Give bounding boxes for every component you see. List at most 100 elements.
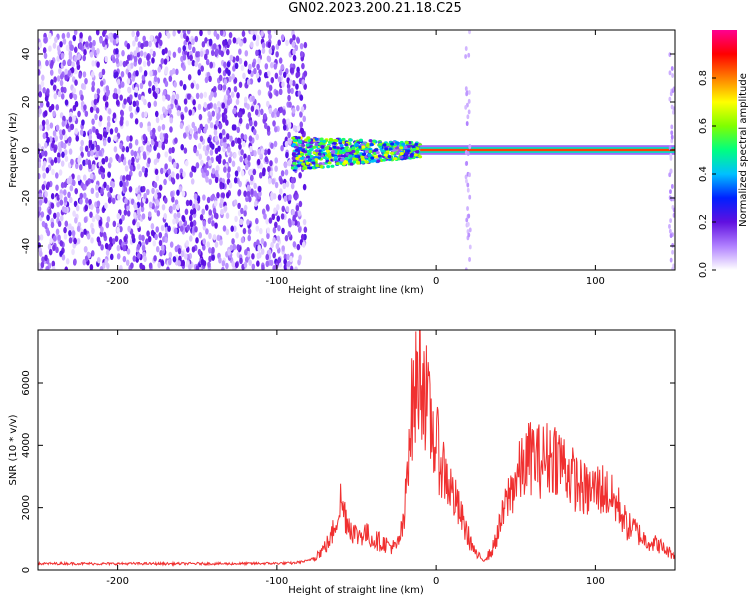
- heatmap-cell: [77, 53, 81, 60]
- heatmap-cell: [156, 210, 161, 217]
- heatmap-cell: [161, 123, 166, 131]
- heatmap-cell: [59, 73, 64, 80]
- heatmap-cell: [167, 50, 172, 57]
- heatmap-cell: [467, 52, 471, 58]
- heatmap-cell: [204, 149, 209, 157]
- heatmap-cell: [175, 68, 179, 76]
- heatmap-cell: [283, 253, 288, 261]
- heatmap-cell: [299, 50, 304, 58]
- heatmap-cell: [339, 144, 344, 148]
- heatmap-cell: [164, 132, 168, 140]
- heatmap-cell: [287, 87, 291, 94]
- heatmap-cell: [234, 261, 239, 269]
- heatmap-cell: [70, 44, 74, 51]
- heatmap-cell: [90, 203, 94, 210]
- heatmap-cell: [384, 147, 389, 151]
- heatmap-cell: [201, 41, 206, 48]
- heatmap-cell: [106, 115, 111, 123]
- heatmap-cell: [280, 63, 285, 71]
- heatmap-cell: [49, 122, 54, 129]
- heatmap-cell: [300, 106, 305, 113]
- heatmap-cell: [409, 152, 414, 157]
- heatmap-cell: [46, 229, 51, 237]
- heatmap-cell: [352, 160, 357, 164]
- heatmap-cell: [199, 30, 203, 37]
- heatmap-cell: [67, 58, 72, 66]
- heatmap-cell: [194, 35, 199, 43]
- heatmap-cell: [301, 62, 305, 70]
- heatmap-cell: [163, 178, 167, 186]
- heatmap-cell: [226, 99, 231, 106]
- heatmap-cell: [217, 83, 222, 91]
- heatmap-cell: [206, 241, 211, 248]
- heatmap-cell: [399, 155, 404, 159]
- heatmap-cell: [38, 60, 42, 67]
- heatmap-cell: [41, 220, 46, 228]
- heatmap-cell: [45, 59, 49, 67]
- heatmap-cell: [271, 213, 276, 221]
- heatmap-cell: [51, 266, 56, 270]
- heatmap-cell: [90, 250, 95, 257]
- heatmap-cell: [102, 139, 107, 147]
- heatmap-cell: [132, 100, 137, 108]
- heatmap-cell: [390, 151, 395, 155]
- heatmap-cell: [197, 248, 202, 256]
- heatmap-cell: [669, 257, 673, 263]
- heatmap-cell: [280, 170, 285, 177]
- y-tick-label: 20: [21, 96, 32, 109]
- heatmap-cell: [80, 231, 84, 238]
- heatmap-cell: [395, 146, 400, 150]
- heatmap-cell: [80, 94, 84, 101]
- heatmap-cell: [79, 32, 83, 39]
- heatmap-cell: [56, 156, 61, 164]
- heatmap-cell: [92, 39, 96, 47]
- heatmap-cell: [282, 118, 286, 125]
- heatmap-cell: [88, 162, 92, 170]
- heatmap-cell: [119, 265, 123, 270]
- heatmap-cell: [670, 134, 674, 140]
- heatmap-cell: [116, 253, 121, 260]
- heatmap-cell: [170, 102, 174, 110]
- heatmap-cell: [108, 236, 113, 244]
- heatmap-cell: [126, 96, 131, 103]
- heatmap-cell: [158, 184, 163, 191]
- heatmap-cell: [105, 85, 110, 92]
- heatmap-cell: [216, 100, 221, 108]
- heatmap-cell: [214, 222, 218, 229]
- heatmap-cell: [464, 46, 468, 51]
- heatmap-cell: [93, 98, 98, 106]
- heatmap-cell: [332, 141, 337, 145]
- heatmap-cell: [116, 244, 121, 252]
- heatmap-cell: [182, 54, 187, 61]
- heatmap-cell: [260, 30, 264, 37]
- heatmap-cell: [208, 75, 212, 83]
- heatmap-x-label: Height of straight line (km): [288, 285, 424, 296]
- heatmap-cell: [141, 234, 145, 242]
- heatmap-cell: [45, 167, 50, 174]
- heatmap-cell: [152, 90, 157, 98]
- heatmap-cell: [189, 171, 193, 178]
- heatmap-cell: [404, 140, 409, 145]
- heatmap-cell: [337, 154, 342, 158]
- heatmap-cell: [192, 166, 197, 173]
- heatmap-cell: [77, 110, 81, 118]
- heatmap-cell: [181, 259, 185, 267]
- colorbar-ticks: 0.0 0.2 0.4 0.6 0.8: [698, 70, 716, 278]
- heatmap-cell: [162, 95, 166, 102]
- heatmap-cell: [267, 165, 271, 173]
- heatmap-cell: [73, 258, 77, 265]
- heatmap-cell: [127, 71, 132, 79]
- heatmap-cell: [182, 83, 187, 91]
- heatmap-cell: [168, 155, 172, 163]
- heatmap-cell: [668, 224, 671, 229]
- heatmap-cell: [51, 141, 55, 149]
- heatmap-cells: [38, 30, 675, 270]
- heatmap-cell: [253, 120, 258, 127]
- heatmap-cell: [188, 214, 193, 222]
- heatmap-cell: [284, 169, 289, 176]
- heatmap-cell: [55, 172, 59, 179]
- heatmap-cell: [276, 235, 281, 242]
- heatmap-cell: [338, 139, 343, 143]
- heatmap-cell: [124, 197, 128, 205]
- heatmap-cell: [74, 217, 78, 224]
